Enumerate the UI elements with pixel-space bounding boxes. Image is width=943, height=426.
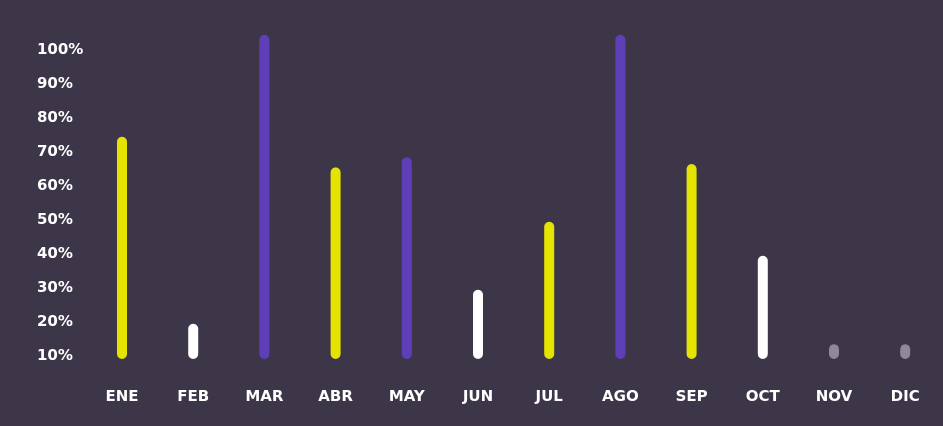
y-tick-label: 20% [37, 312, 73, 330]
y-tick-label: 60% [37, 176, 73, 194]
bar-oct [757, 255, 768, 359]
bar-sep [686, 164, 697, 359]
bar-nov [829, 344, 839, 359]
y-tick-label: 70% [37, 142, 73, 160]
y-tick-label: 50% [37, 210, 73, 228]
x-tick-label: JUN [462, 387, 493, 405]
x-tick-label: MAR [245, 387, 284, 405]
x-tick-label: ABR [318, 387, 353, 405]
x-tick-label: OCT [746, 387, 781, 405]
x-axis: ENE FEB MAR ABR MAY JUN JUL AGO SEP OCT NOV DIC [105, 387, 919, 405]
x-tick-label: AGO [602, 387, 639, 405]
y-tick-label: 100% [37, 40, 83, 58]
x-tick-label: MAY [389, 387, 426, 405]
x-tick-label: FEB [177, 387, 209, 405]
x-tick-label: DIC [891, 387, 920, 405]
bar-mar [259, 34, 270, 360]
x-tick-label: JUL [535, 387, 564, 405]
x-tick-label: SEP [676, 387, 708, 405]
x-tick-label: NOV [816, 387, 853, 405]
y-tick-label: 10% [37, 346, 73, 364]
bar-dic [900, 344, 911, 359]
y-tick-label: 30% [37, 278, 73, 296]
y-tick-label: 40% [37, 244, 73, 262]
bar-jun [473, 289, 483, 359]
bar-jul [544, 221, 555, 359]
x-tick-label: ENE [105, 387, 138, 405]
bar-ago [615, 34, 626, 360]
bars [117, 34, 911, 360]
bar-feb [188, 323, 199, 359]
y-axis: 10% 20% 30% 40% 50% 60% 70% 80% 90% 100% [37, 40, 83, 364]
bar-abr [330, 167, 341, 359]
bar-may [401, 157, 412, 359]
bar-ene [117, 136, 127, 359]
y-tick-label: 80% [37, 108, 73, 126]
y-tick-label: 90% [37, 74, 73, 92]
